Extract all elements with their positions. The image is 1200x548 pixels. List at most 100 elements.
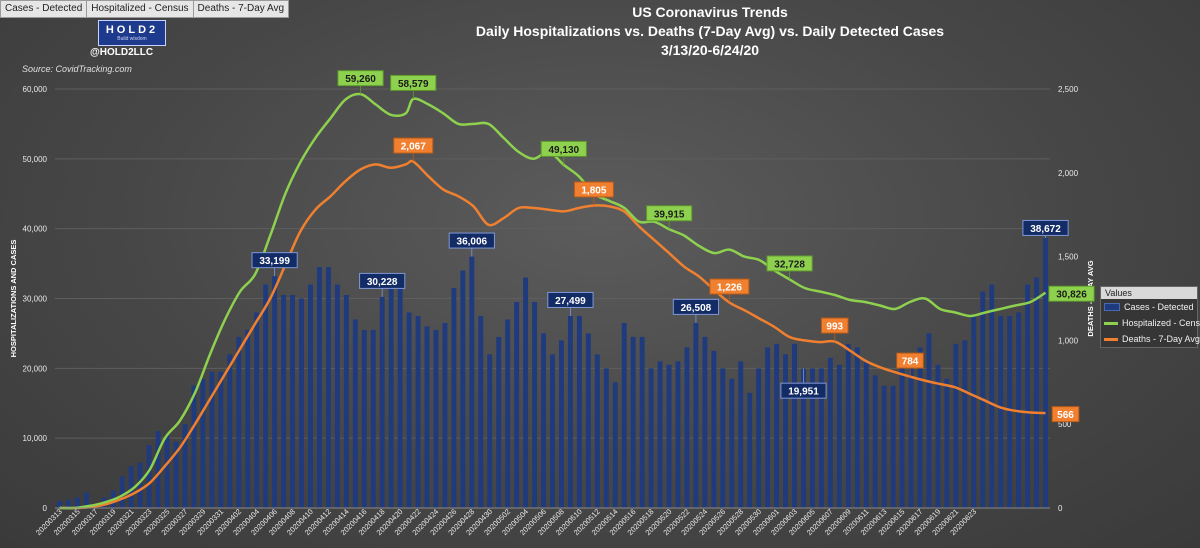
data-label: 26,508 xyxy=(681,303,712,314)
cases-bar xyxy=(881,385,887,508)
data-label-box xyxy=(393,137,434,154)
cases-bar xyxy=(433,329,439,508)
data-label: 19,951 xyxy=(788,387,819,398)
cases-bar xyxy=(908,357,914,508)
cases-bar xyxy=(962,340,968,508)
cases-bar xyxy=(648,368,654,508)
data-label: 566 xyxy=(1057,410,1074,421)
cases-bar xyxy=(989,284,995,508)
data-label: 993 xyxy=(826,322,843,333)
cases-bar xyxy=(926,333,932,508)
y2-tick-label: 2,500 xyxy=(1058,85,1079,94)
cases-bar xyxy=(57,501,62,508)
cases-bar xyxy=(164,434,170,508)
cases-bars xyxy=(57,237,1048,508)
data-label: 33,199 xyxy=(259,256,290,267)
cases-bar xyxy=(281,295,287,508)
filter-tab-cases[interactable]: Cases - Detected xyxy=(0,0,88,18)
y2-tick-label: 500 xyxy=(1058,420,1072,429)
logo-text: HOLD2 xyxy=(105,23,159,36)
cases-bar xyxy=(567,315,573,508)
legend-label-cases: Cases - Detected xyxy=(1124,302,1194,312)
y2-tick-label: 2,000 xyxy=(1058,169,1079,178)
filter-tab-deaths[interactable]: Deaths - 7-Day Avg xyxy=(193,0,290,18)
cases-bar xyxy=(1025,284,1031,508)
cases-bar xyxy=(774,343,780,508)
brand-handle: @HOLD2LLC xyxy=(90,47,154,58)
cases-bar xyxy=(290,295,296,508)
cases-bar xyxy=(460,270,466,508)
cases-bar xyxy=(469,256,475,508)
chart-title-line-1: US Coronavirus Trends xyxy=(632,4,788,20)
source-note: Source: CovidTracking.com xyxy=(22,64,132,74)
data-label: 30,228 xyxy=(367,277,398,288)
cases-bar xyxy=(621,322,627,508)
cases-bar xyxy=(379,296,385,508)
chart-title-line-3: 3/13/20-6/24/20 xyxy=(660,42,760,58)
logo-tagline: Build wisdom xyxy=(117,35,147,42)
cases-bar xyxy=(200,378,206,508)
cases-bar xyxy=(83,492,89,508)
legend-label-hospitalized: Hospitalized - Census xyxy=(1122,318,1200,328)
cases-bar xyxy=(765,347,771,508)
cases-bar xyxy=(245,329,251,508)
legend-item-cases: Cases - Detected xyxy=(1101,299,1197,315)
legend-swatch-hospitalized xyxy=(1104,321,1118,325)
cases-bar xyxy=(747,392,753,508)
cases-bar xyxy=(532,301,538,508)
cases-bar xyxy=(308,284,313,508)
legend-item-deaths: Deaths - 7-Day Avg xyxy=(1101,331,1200,347)
cases-bar xyxy=(397,284,403,508)
cases-bar xyxy=(998,315,1004,508)
cases-bar xyxy=(657,361,663,508)
cases-bar xyxy=(137,462,143,508)
cases-bar xyxy=(254,312,260,508)
cases-bar xyxy=(783,354,789,508)
legend-label-deaths: Deaths - 7-Day Avg xyxy=(1122,334,1200,344)
cases-bar xyxy=(585,333,591,508)
cases-bar xyxy=(388,288,394,508)
data-label: 784 xyxy=(902,357,919,368)
filter-tab-hospitalized[interactable]: Hospitalized - Census xyxy=(87,0,194,18)
cases-bar xyxy=(666,364,672,508)
y2-tick-label: 1,000 xyxy=(1058,336,1079,345)
y-tick-label: 10,000 xyxy=(23,434,48,443)
chart-title-line-2: Daily Hospitalizations vs. Deaths (7-Day… xyxy=(475,23,945,39)
legend-item-hospitalized: Hospitalized - Census xyxy=(1101,315,1200,331)
cases-bar xyxy=(182,424,188,508)
brand-logo: HOLD2 Build wisdom xyxy=(98,20,166,46)
cases-bar xyxy=(594,354,600,508)
cases-bar xyxy=(146,445,152,508)
cases-bar xyxy=(236,336,242,508)
cases-bar xyxy=(191,385,197,508)
cases-bar xyxy=(523,277,529,508)
cases-bar xyxy=(128,466,134,508)
data-labels: 33,199 30,228 36,006 27,499 26,508 19,951 38,6… xyxy=(251,70,1095,423)
cases-bar xyxy=(639,336,645,508)
cases-bar xyxy=(550,354,555,508)
cases-bar xyxy=(424,326,430,508)
cases-bar xyxy=(890,385,896,508)
data-label-box xyxy=(896,352,924,369)
cases-bar xyxy=(630,336,636,508)
data-label: 2,067 xyxy=(401,142,426,153)
cases-bar xyxy=(406,312,412,508)
cases-bar xyxy=(872,375,878,508)
data-label: 39,915 xyxy=(654,209,685,220)
data-label: 58,579 xyxy=(398,79,429,90)
cases-bar xyxy=(756,368,762,508)
cases-bar xyxy=(209,371,215,508)
data-label-box xyxy=(390,74,437,91)
cases-bar xyxy=(792,343,797,508)
cases-bar xyxy=(854,347,860,508)
data-label: 36,006 xyxy=(457,237,488,248)
cases-bar xyxy=(693,322,699,508)
cases-bar xyxy=(514,301,520,508)
y-tick-label: 30,000 xyxy=(23,295,48,304)
data-label-box xyxy=(337,70,384,87)
data-label-box xyxy=(1048,285,1095,302)
data-label-box xyxy=(251,252,298,269)
legend-title[interactable]: Values xyxy=(1101,287,1197,299)
cases-bar xyxy=(370,329,376,508)
